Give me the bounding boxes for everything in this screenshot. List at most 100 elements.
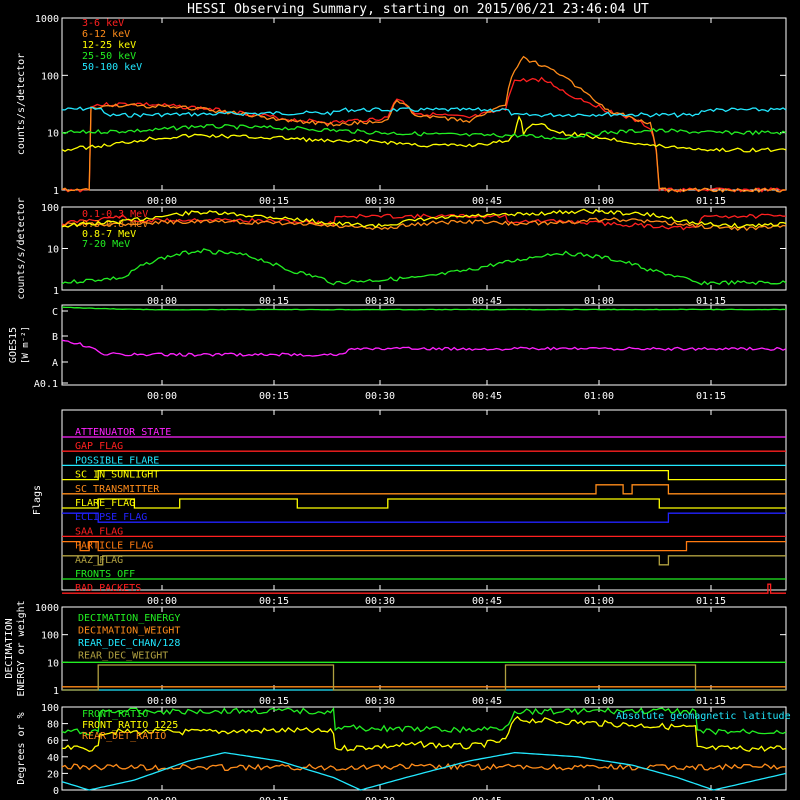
panel-frame-2	[61, 304, 787, 386]
x-tick-label: 00:00	[147, 796, 177, 800]
x-tick-label: 00:30	[365, 296, 395, 307]
x-tick-label: 00:15	[259, 696, 289, 707]
legend-entry: 0.1-0.3 MeV	[82, 209, 148, 220]
y-axis-label: Flags	[32, 485, 43, 515]
x-tick-label: 00:00	[147, 596, 177, 607]
y-tick-label: A0.1	[34, 379, 58, 390]
y-tick-label: 60	[47, 736, 59, 747]
x-tick-label: 00:45	[472, 196, 502, 207]
legend-entry: 25-50 keV	[82, 51, 136, 62]
legend-entry: 7-20 MeV	[82, 239, 130, 250]
x-tick-label: 00:30	[365, 391, 395, 402]
flag-label: POSSIBLE_FLARE	[75, 455, 159, 466]
series-line-FRONT_RATIO	[61, 706, 787, 736]
x-tick-label: 00:30	[365, 196, 395, 207]
x-tick-label: 00:15	[259, 391, 289, 402]
x-tick-label: 00:15	[259, 796, 289, 800]
y-tick-label: 100	[41, 703, 59, 714]
panel-frame-0	[61, 17, 787, 191]
series-line-REAR_DET_RATIO	[61, 762, 786, 772]
x-tick-label: 01:00	[584, 196, 614, 207]
flag-label: SAA_FLAG	[75, 526, 123, 537]
legend-entry: DECIMATION_ENERGY	[78, 613, 180, 624]
y-tick-label: 100	[41, 203, 59, 214]
flag-label: SC_TRANSMITTER	[75, 484, 160, 495]
x-tick-label: 00:00	[147, 196, 177, 207]
y-tick-label: 1000	[35, 14, 59, 25]
flag-label: FRONTS_OFF	[75, 569, 135, 580]
y-tick-label: 20	[47, 769, 59, 780]
x-tick-label: 01:15	[696, 796, 726, 800]
y-tick-label: 100	[41, 71, 59, 82]
y-tick-label: 10	[47, 129, 59, 140]
x-tick-label: 01:15	[696, 296, 726, 307]
flag-label: BAD_PACKETS	[75, 583, 141, 594]
series-line-0.8-7 MeV	[61, 208, 787, 229]
series-line-50-100 keV	[61, 106, 787, 118]
series-line-0.1-0.3 MeV	[61, 213, 786, 231]
legend-entry: REAR_DET_RATIO	[82, 731, 166, 742]
x-tick-label: 01:15	[696, 696, 726, 707]
series-line-0.3-0.8 MeV	[61, 217, 787, 232]
y-tick-label: 100	[41, 631, 59, 642]
y-tick-label: 1000	[35, 603, 59, 614]
flag-line-SC_TRANSMITTER	[62, 484, 786, 495]
legend-entry: REAR_DEC_CHAN/128	[78, 638, 180, 649]
y-tick-label: 10	[47, 245, 59, 256]
legend-entry: 0.8-7 MeV	[82, 229, 136, 240]
legend-entry: DECIMATION_WEIGHT	[78, 626, 180, 637]
x-tick-label: 01:00	[584, 391, 614, 402]
x-tick-label: 01:15	[696, 391, 726, 402]
series-line-3-6 keV	[61, 76, 787, 193]
x-tick-label: 00:15	[259, 296, 289, 307]
flag-label: GAP_FLAG	[75, 441, 123, 452]
series-line-GOES high	[61, 306, 787, 311]
x-tick-label: 00:00	[147, 391, 177, 402]
y-axis-label: counts/s/detector	[16, 197, 27, 299]
y-tick-label: 10	[47, 658, 59, 669]
x-tick-label: 00:30	[365, 596, 395, 607]
y-axis-label: counts/s/detector	[16, 53, 27, 155]
legend-entry: 50-100 keV	[82, 62, 142, 73]
y-tick-label: 1	[53, 686, 59, 697]
x-tick-label: 01:15	[696, 196, 726, 207]
y-tick-label: A	[52, 358, 58, 369]
series-line-geomagnetic latitude	[61, 751, 787, 791]
y-axis-label: ENERGY or weight	[16, 600, 27, 696]
x-tick-label: 00:45	[472, 796, 502, 800]
series-line-25-50 keV	[61, 123, 787, 140]
y-tick-label: 80	[47, 720, 59, 731]
series-line-6-12 keV	[61, 55, 787, 193]
y-tick-label: 40	[47, 753, 59, 764]
flag-line-BAD_PACKETS	[62, 583, 786, 594]
x-tick-label: 00:45	[472, 696, 502, 707]
y-tick-label: 0	[53, 786, 59, 797]
flag-label: FLARE_FLAG	[75, 498, 135, 509]
plot-title: HESSI Observing Summary, starting on 201…	[187, 2, 649, 17]
panel-frame-1	[61, 206, 787, 291]
flag-line-FLARE_FLAG	[62, 498, 786, 509]
flag-label: PARTICLE_FLAG	[75, 541, 153, 552]
legend-entry: 3-6 keV	[82, 18, 124, 29]
y-tick-label: 1	[53, 286, 59, 297]
x-tick-label: 00:15	[259, 596, 289, 607]
series-line-7-20 MeV	[61, 248, 787, 286]
y-tick-label: C	[52, 307, 58, 318]
panel-frame-3	[61, 409, 787, 591]
x-tick-label: 00:45	[472, 296, 502, 307]
y-tick-label: B	[52, 332, 58, 343]
x-tick-label: 00:45	[472, 391, 502, 402]
legend-entry: FRONT_RATIO	[82, 709, 148, 720]
series-line-GOES low	[61, 339, 787, 357]
flag-line-SC_IN_SUNLIGHT	[62, 469, 786, 481]
legend-entry: 0.3-0.8 MeV	[82, 219, 148, 230]
x-tick-label: 00:15	[259, 196, 289, 207]
y-tick-label: 1	[53, 186, 59, 197]
flag-label: ECLIPSE_FLAG	[75, 512, 147, 523]
x-tick-label: 00:00	[147, 296, 177, 307]
legend-entry: FRONT_RATIO_1225	[82, 720, 178, 731]
y-axis-unit: [W m⁻²]	[21, 326, 31, 364]
flag-label: ATTENUATOR_STATE	[75, 427, 171, 438]
